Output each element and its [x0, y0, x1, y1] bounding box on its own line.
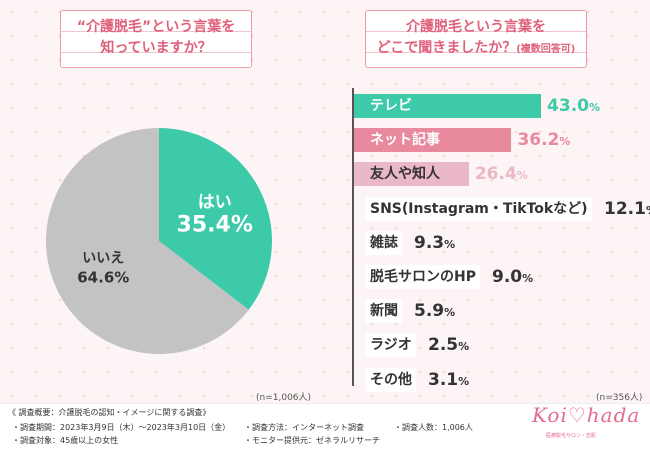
left-title-line1: “介護脱毛”という言葉を — [76, 19, 236, 35]
bar-value-label-6: 5.9% — [414, 299, 455, 323]
bar-value-1: 36.2 — [517, 130, 560, 151]
bar-value-label-0: 43.0% — [547, 94, 600, 118]
right-title-line2: どこで聞きましたか？ — [376, 40, 517, 56]
bar-value-0: 43.0 — [547, 96, 589, 116]
left-sample-size: (n=1,006人) — [256, 393, 312, 403]
bar-unit-0: % — [589, 101, 601, 114]
pie-chart: はい 35.4% いいえ 64.6% — [44, 126, 274, 356]
right-title-line1: 介護脱毛という言葉を — [406, 19, 546, 35]
bar-value-7: 2.5 — [428, 335, 459, 356]
bar-value-4: 9.3 — [414, 232, 445, 253]
footer-count: ・調査人数：1,006人 — [394, 423, 473, 432]
bar-value-label-2: 26.4% — [475, 162, 528, 186]
bar-value-label-3: 12.1% — [604, 197, 650, 221]
bar-label-5: 脱毛サロンのHP — [366, 265, 480, 289]
pie-slice-1 — [45, 128, 249, 354]
right-question-title: 介護脱毛という言葉を どこで聞きましたか？(複数回答可) — [365, 10, 587, 68]
footer-summary: 《 調査概要：介護脱毛の認知・イメージに関する調査》 — [8, 408, 211, 417]
koihada-logo-sub: 医療脱毛サロン・恋肌 — [546, 433, 597, 439]
left-title-line2: 知っていますか？ — [100, 40, 212, 56]
koihada-logo: Koi♡hada — [532, 403, 641, 427]
bar-value-6: 5.9 — [414, 301, 445, 322]
bar-value-label-4: 9.3% — [414, 231, 455, 255]
bar-label-2: 友人や知人 — [370, 166, 440, 183]
bar-value-5: 9.0 — [492, 267, 523, 287]
bar-value-label-1: 36.2% — [517, 128, 570, 152]
bar-value-8: 3.1 — [428, 369, 459, 390]
footer-method: ・調査方法：インターネット調査 — [244, 423, 364, 432]
bar-unit-2: % — [516, 169, 528, 183]
pie-label-1: いいえ — [82, 251, 124, 267]
pie-slice-0 — [159, 128, 272, 310]
bar-unit-3: % — [646, 204, 650, 217]
bar-value-label-5: 9.0% — [492, 265, 533, 289]
bar-1 — [354, 128, 512, 153]
bar-unit-6: % — [444, 306, 456, 320]
bar-value-3: 12.1 — [604, 198, 646, 219]
bar-unit-8: % — [458, 374, 470, 388]
bar-label-0: テレビ — [370, 98, 412, 114]
bar-label-1: ネット記事 — [370, 132, 440, 149]
bar-unit-1: % — [559, 135, 571, 149]
survey-footer: 《 調査概要：介護脱毛の認知・イメージに関する調査》 ・調査期間：2023年3月… — [0, 403, 650, 450]
pie-value-0: 35.4% — [177, 212, 253, 237]
bar-label-3: SNS(Instagram・TikTokなど) — [366, 196, 592, 221]
bar-label-7: ラジオ — [366, 333, 416, 358]
bar-chart-axis — [352, 88, 354, 386]
bar-unit-7: % — [458, 340, 470, 354]
left-question-title: “介護脱毛”という言葉を 知っていますか？ — [60, 10, 252, 68]
bar-value-2: 26.4 — [474, 164, 517, 185]
bar-label-6: 新聞 — [366, 299, 402, 324]
bar-value-label-7: 2.5% — [428, 333, 469, 357]
right-sample-size: (n=356人) — [596, 393, 643, 403]
footer-provider: ・モニター提供元：ゼネラルリサーチ — [244, 436, 380, 445]
footer-period: ・調査期間：2023年3月9日（木）〜2023年3月10日（金） — [12, 423, 231, 432]
pie-value-1: 64.6% — [77, 269, 129, 287]
bar-unit-5: % — [522, 272, 534, 285]
bar-unit-4: % — [444, 237, 456, 251]
bar-label-4: 雑誌 — [366, 230, 402, 255]
footer-target: ・調査対象：45歳以上の女性 — [12, 436, 119, 445]
bar-0 — [354, 94, 542, 118]
pie-label-0: はい — [198, 192, 232, 212]
right-title-sub: (複数回答可) — [516, 44, 576, 55]
bar-2 — [354, 162, 469, 187]
bar-value-label-8: 3.1% — [428, 368, 469, 392]
bar-label-8: その他 — [366, 367, 416, 392]
